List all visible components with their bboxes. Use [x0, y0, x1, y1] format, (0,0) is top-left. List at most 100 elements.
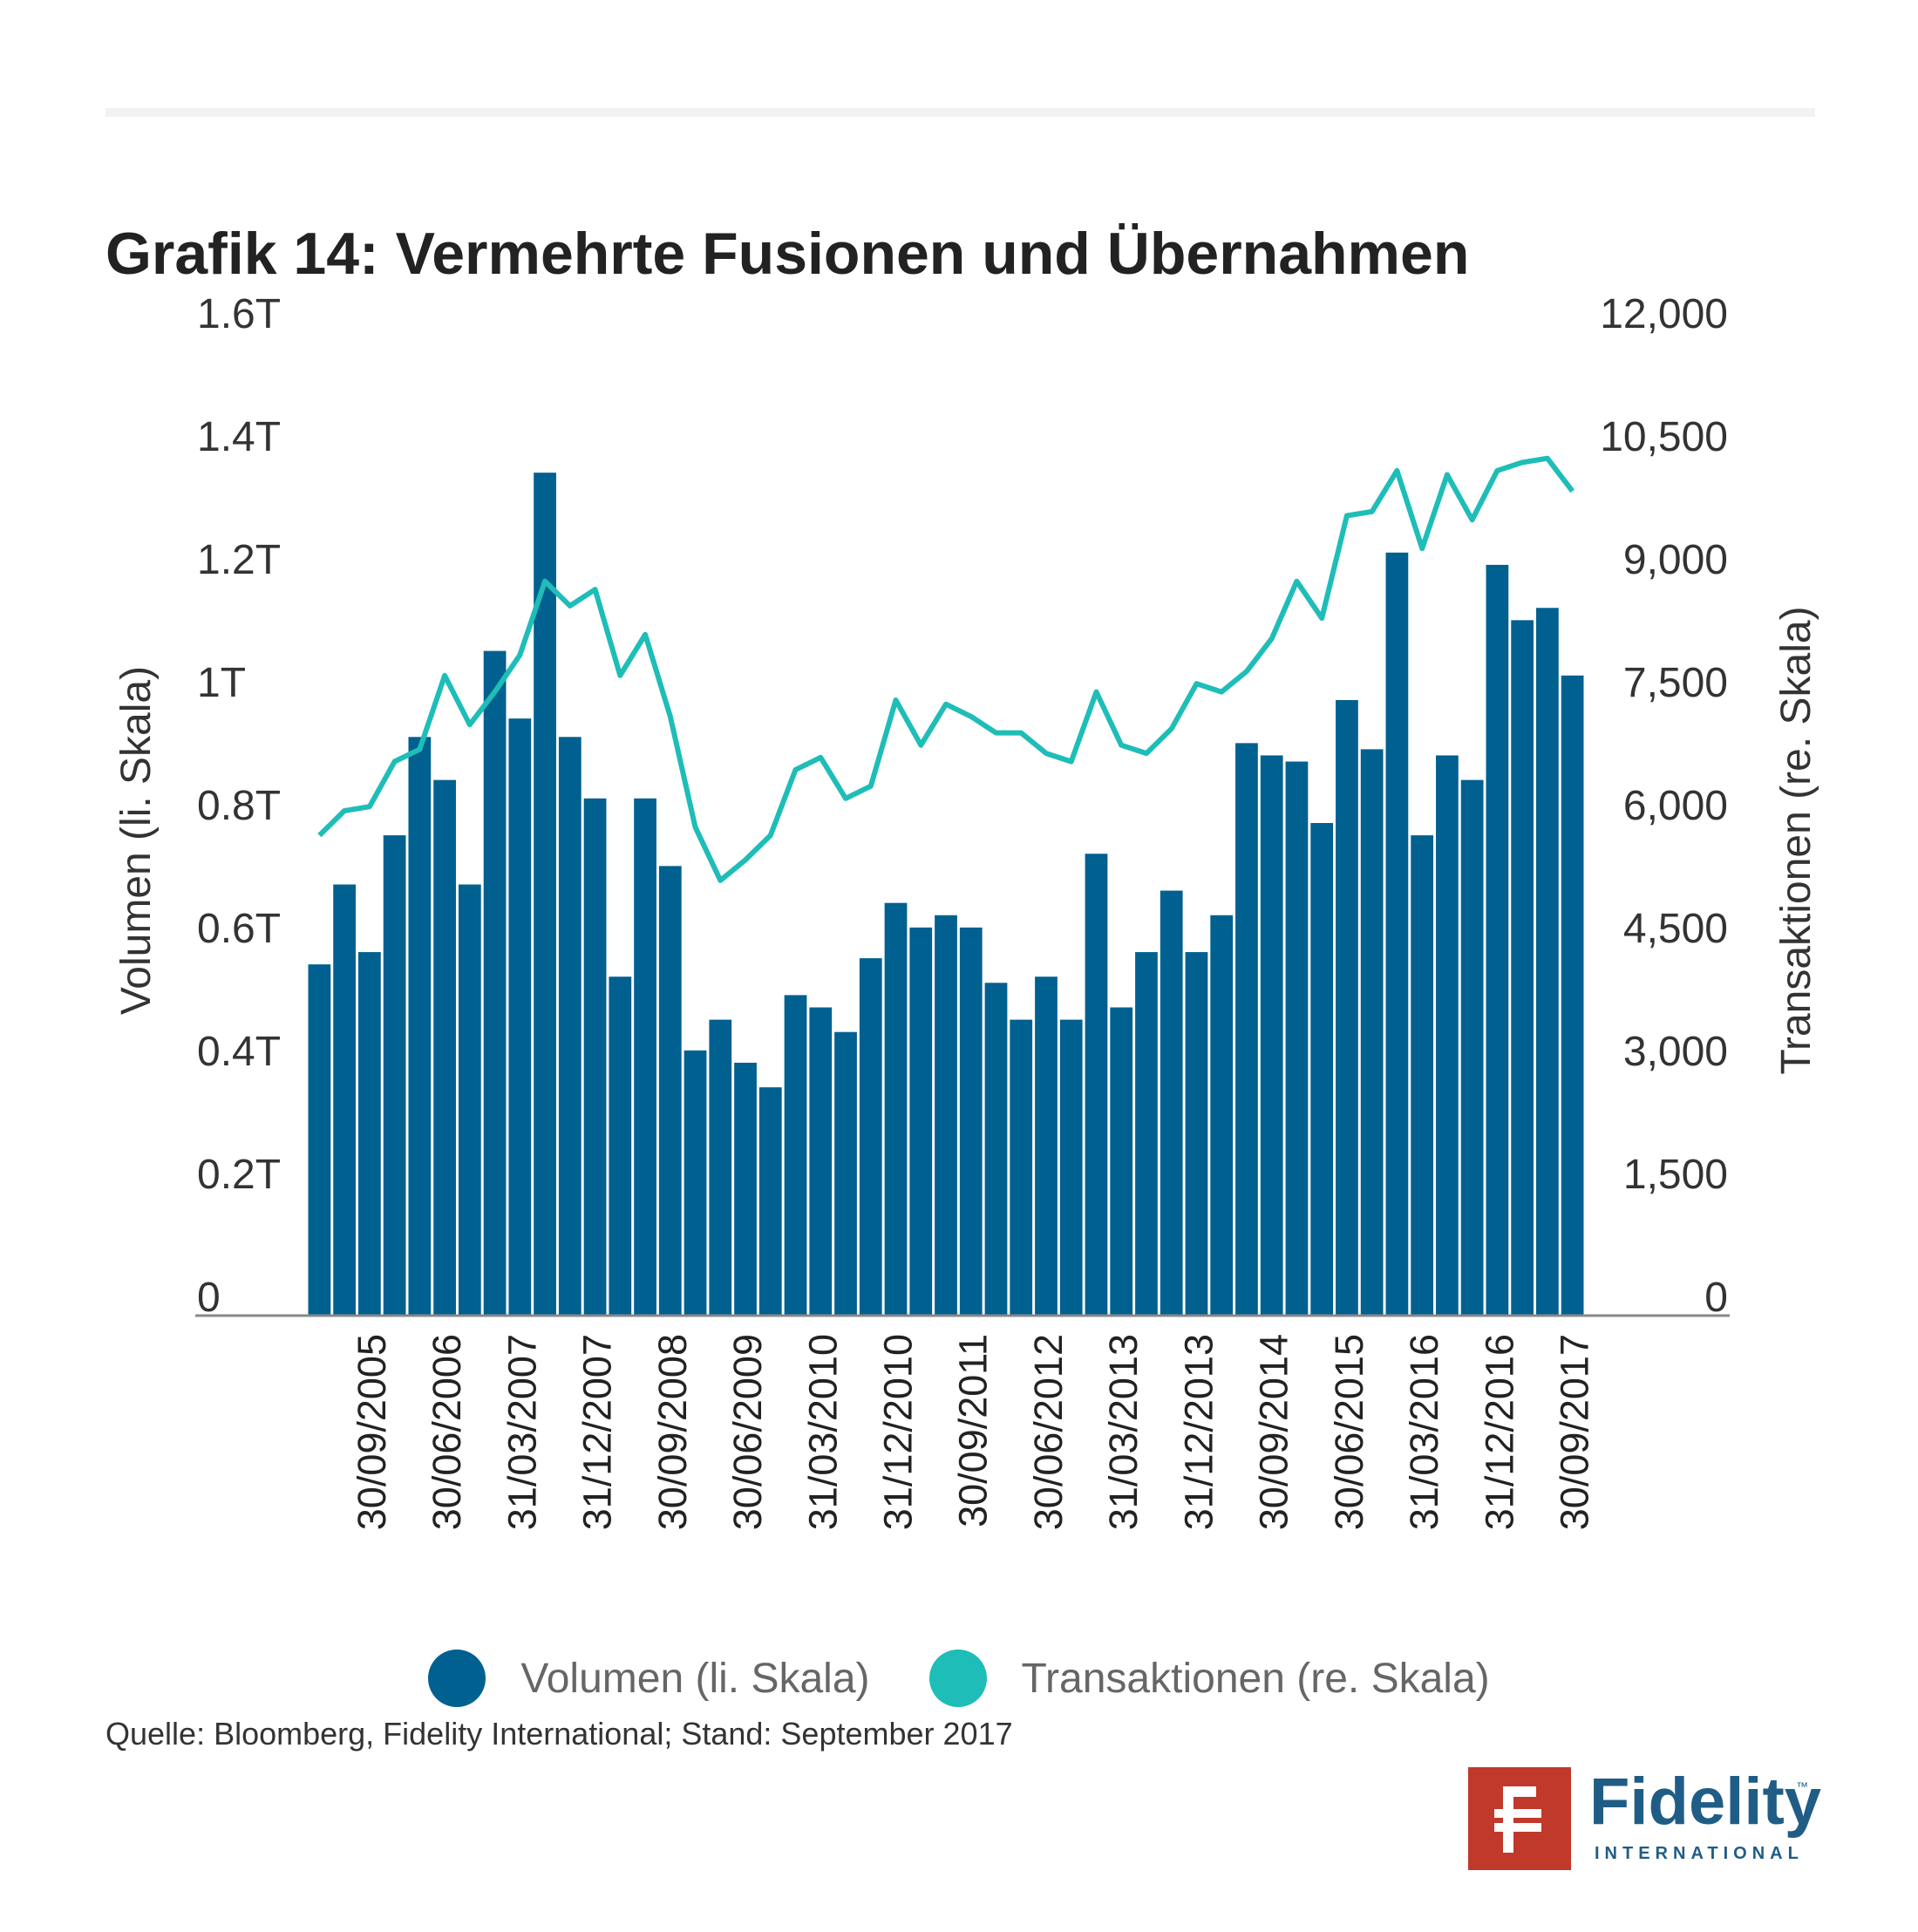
- bar-volume: [583, 798, 607, 1315]
- bar-volume: [1135, 952, 1158, 1315]
- y-tick-label-right: 12,000: [1600, 291, 1728, 337]
- legend: Volumen (li. Skala) Transaktionen (re. S…: [0, 1648, 1918, 1709]
- bar-volume: [333, 884, 356, 1315]
- bar-volume: [483, 650, 507, 1315]
- chart: 0 0.2T 0.4T 0.6T 0.8T 1T 1.2T 1.4T 1.6T 0 1,500 3,0…: [113, 291, 1819, 1530]
- y-tick-label-left: 0: [197, 1275, 221, 1321]
- legend-label-volume: Volumen (li. Skala): [520, 1655, 870, 1702]
- bar-volume: [784, 995, 807, 1315]
- x-tick-label: 31/03/2010: [800, 1334, 845, 1530]
- y-axis-title-right: Transaktionen (re. Skala): [1773, 606, 1819, 1074]
- legend-swatch-transactions: [928, 1650, 987, 1707]
- bar-volume: [1536, 608, 1559, 1315]
- bar-volume: [859, 958, 882, 1315]
- bar-volume: [357, 952, 381, 1315]
- fidelity-logo-mark-icon: [1468, 1767, 1571, 1870]
- x-tick-label: 30/09/2005: [350, 1334, 394, 1530]
- y-tick-label-right: 9,000: [1623, 537, 1728, 583]
- bar-volume: [884, 902, 908, 1315]
- bar-volume: [809, 1007, 833, 1315]
- y-tick-label-left: 1T: [197, 660, 246, 706]
- y-tick-label-left: 0.4T: [197, 1029, 281, 1075]
- y-axis-title-left: Volumen (li. Skala): [113, 666, 160, 1015]
- bar-volume: [433, 779, 456, 1315]
- bar-volume: [1285, 761, 1309, 1315]
- bar-volume: [609, 976, 632, 1315]
- bar-volume: [1336, 700, 1358, 1315]
- x-tick-label: 31/12/2013: [1177, 1334, 1221, 1530]
- bar-volume: [1360, 749, 1384, 1315]
- source-note: Quelle: Bloomberg, Fidelity Internationa…: [105, 1716, 1013, 1752]
- fidelity-logo: Fidelity ™ INTERNATIONAL: [1468, 1767, 1821, 1870]
- x-tick-label: 30/09/2008: [650, 1334, 695, 1530]
- y-tick-label-right: 3,000: [1623, 1029, 1728, 1075]
- bar-volume: [1110, 1007, 1133, 1315]
- bar-volume: [1411, 835, 1434, 1315]
- bar-volume: [1310, 823, 1334, 1315]
- y-tick-label-right: 0: [1704, 1275, 1728, 1321]
- bar-volume: [1511, 620, 1534, 1315]
- bar-volume: [1436, 755, 1459, 1315]
- x-tick-label: 30/09/2014: [1252, 1334, 1296, 1530]
- chart-title: Grafik 14: Vermehrte Fusionen und Überna…: [105, 221, 1470, 287]
- bar-volume: [1185, 952, 1208, 1315]
- y-tick-label-right: 7,500: [1623, 660, 1728, 706]
- legend-item-volume: Volumen (li. Skala): [428, 1650, 870, 1707]
- y-tick-label-left: 0.8T: [197, 783, 281, 829]
- bar-volume: [1035, 976, 1058, 1315]
- fidelity-logo-subtitle: INTERNATIONAL: [1595, 1844, 1804, 1863]
- x-tick-label: 30/06/2012: [1026, 1334, 1071, 1530]
- bar-volume: [1561, 675, 1584, 1315]
- y-tick-label-right: 10,500: [1600, 414, 1728, 460]
- fidelity-logo-wordmark: Fidelity: [1589, 1765, 1822, 1839]
- y-tick-label-right: 4,500: [1623, 906, 1728, 952]
- bar-volume: [658, 866, 682, 1315]
- y-tick-label-right: 6,000: [1623, 783, 1728, 829]
- x-tick-label: 30/06/2015: [1327, 1334, 1371, 1530]
- bar-volume: [1460, 779, 1484, 1315]
- bar-volume: [1260, 755, 1283, 1315]
- bar-volume: [308, 964, 331, 1315]
- x-tick-label: 31/12/2016: [1477, 1334, 1521, 1530]
- bar-volume: [1010, 1019, 1033, 1315]
- x-tick-label: 31/12/2010: [876, 1334, 921, 1530]
- bar-volume: [734, 1062, 757, 1315]
- bar-volume: [458, 884, 481, 1315]
- bar-volume: [758, 1087, 782, 1315]
- bar-volume: [1486, 564, 1509, 1315]
- bar-volume: [1385, 552, 1409, 1315]
- x-tick-label: 31/03/2007: [500, 1334, 544, 1530]
- bar-volume: [1085, 854, 1108, 1315]
- y-tick-label-left: 0.6T: [197, 906, 281, 952]
- bar-volume: [1160, 890, 1183, 1315]
- legend-swatch-volume: [428, 1650, 486, 1707]
- bar-volume: [984, 983, 1008, 1315]
- x-tick-label: 31/03/2013: [1101, 1334, 1146, 1530]
- y-tick-label-left: 1.2T: [197, 537, 281, 583]
- top-divider: [105, 108, 1815, 117]
- bar-volume: [709, 1019, 732, 1315]
- y-tick-label-right: 1,500: [1623, 1152, 1728, 1198]
- bar-volume: [834, 1031, 857, 1315]
- bar-volume: [1210, 915, 1234, 1315]
- fidelity-logo-tm: ™: [1796, 1779, 1808, 1793]
- y-tick-label-left: 1.6T: [197, 291, 281, 337]
- bar-volume: [959, 927, 983, 1315]
- y-tick-label-left: 1.4T: [197, 414, 281, 460]
- x-tick-label: 30/09/2017: [1553, 1334, 1597, 1530]
- bar-volume: [634, 798, 656, 1315]
- x-tick-label: 30/09/2011: [951, 1334, 996, 1527]
- x-tick-label: 30/06/2009: [725, 1334, 770, 1530]
- legend-item-transactions: Transaktionen (re. Skala): [928, 1650, 1490, 1707]
- bar-volume: [534, 473, 556, 1315]
- y-tick-label-left: 0.2T: [197, 1152, 281, 1198]
- bar-volume: [1235, 743, 1258, 1315]
- bar-volume: [909, 927, 933, 1315]
- x-tick-label: 31/12/2007: [575, 1334, 620, 1530]
- bar-volume: [408, 737, 432, 1315]
- bar-volume: [558, 737, 582, 1315]
- x-tick-label: 30/06/2006: [425, 1334, 469, 1530]
- bar-volume: [508, 718, 532, 1315]
- bar-volume: [383, 835, 406, 1315]
- x-tick-label: 31/03/2016: [1402, 1334, 1446, 1530]
